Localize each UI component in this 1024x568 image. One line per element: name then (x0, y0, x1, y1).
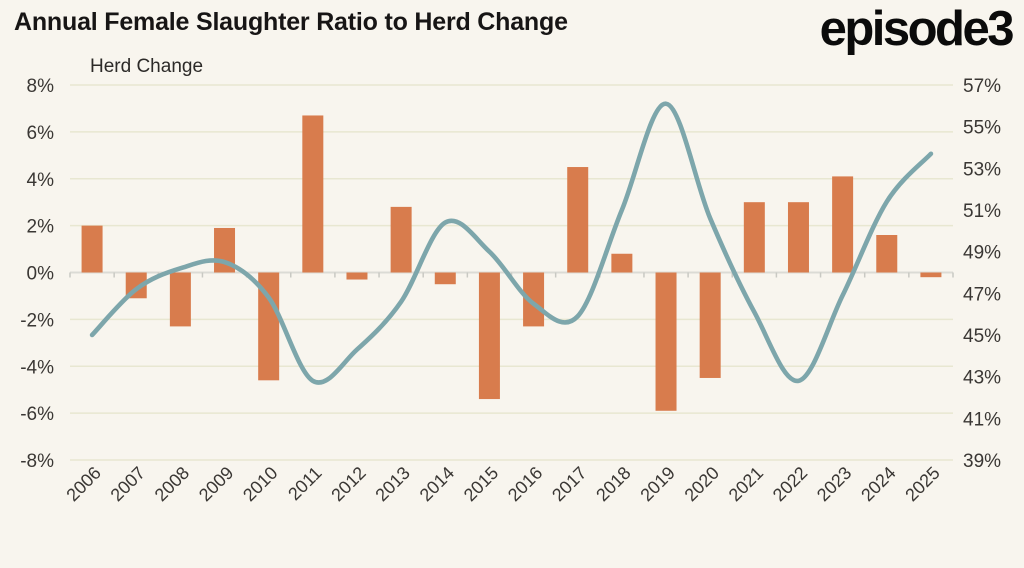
x-axis-year-label: 2018 (592, 463, 634, 505)
x-axis-year-label: 2024 (857, 463, 899, 505)
bar-2010 (258, 272, 280, 381)
right-axis-tick-label: 41% (963, 409, 1001, 430)
bar-2017 (567, 167, 589, 273)
x-axis-year-label: 2011 (284, 463, 326, 505)
left-axis-tick-label: -6% (20, 404, 54, 425)
x-axis-year-label: 2006 (62, 463, 104, 505)
x-axis-year-label: 2012 (327, 463, 369, 505)
x-axis-year-label: 2007 (107, 463, 149, 505)
bar-2019 (655, 272, 677, 411)
left-axis-title: Herd Change (90, 56, 204, 77)
bar-2016 (523, 272, 545, 327)
bar-2020 (699, 272, 721, 378)
left-axis-tick-label: 0% (27, 264, 55, 285)
bar-2022 (787, 202, 809, 273)
x-axis-year-label: 2016 (504, 463, 546, 505)
right-axis-tick-label: 51% (963, 201, 1001, 222)
bar-2014 (434, 272, 456, 285)
left-axis-tick-label: 8% (27, 76, 55, 97)
x-axis-year-label: 2021 (725, 463, 767, 505)
left-axis-tick-label: 6% (27, 123, 55, 144)
x-axis-year-label: 2022 (769, 463, 811, 505)
x-axis-year-label: 2010 (239, 463, 281, 505)
bar-2006 (81, 225, 103, 273)
right-axis-tick-label: 49% (963, 243, 1001, 264)
x-axis-year-label: 2020 (681, 463, 723, 505)
left-axis-tick-label: 4% (27, 170, 55, 191)
x-axis-year-label: 2015 (460, 463, 502, 505)
x-axis-year-label: 2008 (151, 463, 193, 505)
left-axis-tick-label: -2% (20, 310, 54, 331)
bar-2012 (346, 272, 368, 280)
left-axis-tick-label: -4% (20, 357, 54, 378)
bar-2025 (920, 272, 942, 278)
right-axis-tick-label: 57% (963, 76, 1001, 97)
right-axis-tick-label: 45% (963, 326, 1001, 347)
x-axis-year-label: 2023 (813, 463, 855, 505)
x-axis-year-label: 2017 (548, 463, 590, 505)
bar-2021 (743, 202, 765, 273)
bar-2008 (169, 272, 191, 327)
bar-2013 (390, 206, 412, 273)
right-axis-tick-label: 55% (963, 118, 1001, 139)
bar-2023 (832, 176, 854, 273)
x-axis-year-label: 2025 (901, 463, 943, 505)
x-axis-year-label: 2009 (195, 463, 237, 505)
right-axis-tick-label: 39% (963, 451, 1001, 472)
bar-2015 (478, 272, 500, 400)
right-axis-tick-label: 53% (963, 159, 1001, 180)
x-axis-year-label: 2014 (416, 463, 458, 505)
x-axis-year-label: 2013 (371, 463, 413, 505)
slaughter-ratio-line (89, 101, 934, 385)
left-axis-tick-label: 2% (27, 217, 55, 238)
x-axis-year-label: 2019 (636, 463, 678, 505)
bar-2011 (302, 115, 324, 273)
right-axis-tick-label: 47% (963, 284, 1001, 305)
bar-2024 (876, 235, 898, 273)
bar-2018 (611, 253, 633, 273)
right-axis-tick-label: 43% (963, 368, 1001, 389)
left-axis-tick-label: -8% (20, 451, 54, 472)
chart-title: Annual Female Slaughter Ratio to Herd Ch… (14, 8, 568, 36)
logo-episode3: episode3 (819, 2, 1015, 56)
